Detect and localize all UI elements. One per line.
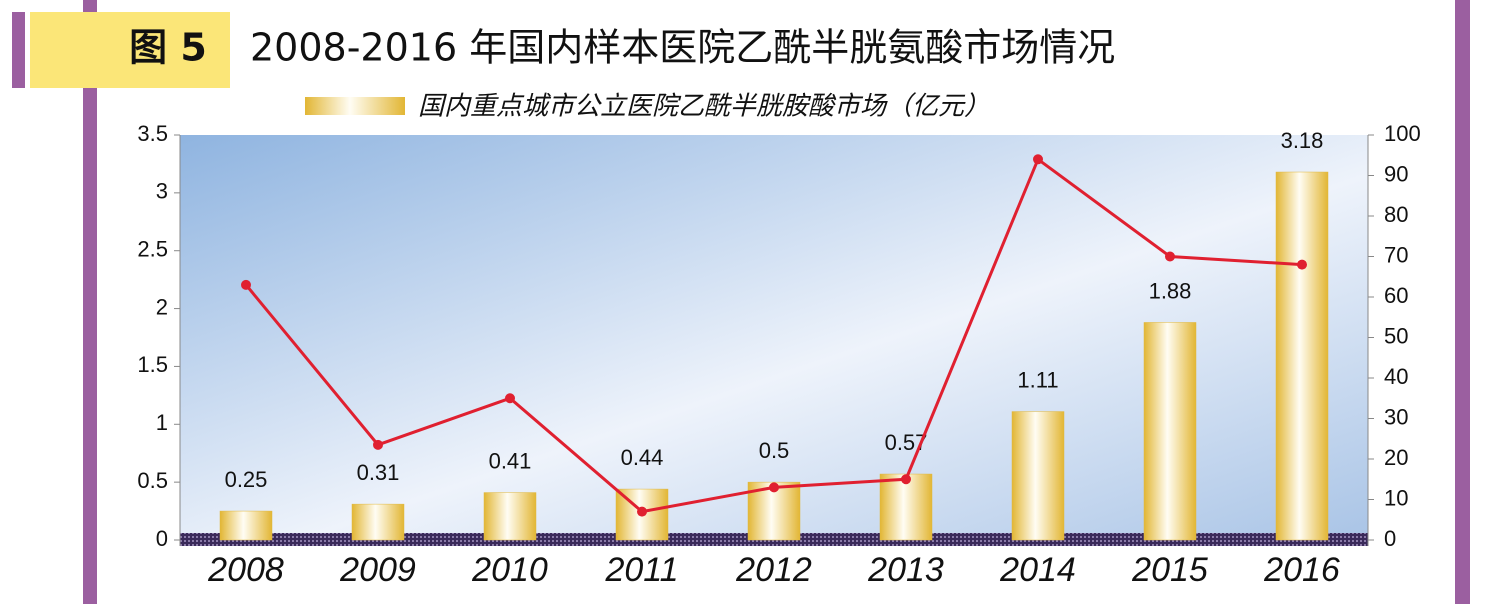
- x-tick-label: 2015: [1131, 551, 1208, 589]
- bar: [351, 503, 405, 541]
- tab: [12, 12, 25, 88]
- bar: [1011, 411, 1065, 541]
- y2-tick-label: 90: [1384, 161, 1408, 186]
- value-label: 1.88: [1149, 278, 1192, 303]
- y2-tick-label: 50: [1384, 323, 1408, 348]
- bar: [1275, 171, 1329, 541]
- x-tick-label: 2008: [207, 551, 284, 589]
- y2-tick-label: 30: [1384, 404, 1408, 429]
- x-tick-label: 2009: [339, 551, 416, 589]
- y2-tick-label: 60: [1384, 283, 1408, 308]
- x-tick-label: 2014: [999, 551, 1076, 589]
- y2-tick-label: 10: [1384, 485, 1408, 510]
- y-tick-label: 0.5: [137, 468, 168, 493]
- value-label: 0.44: [621, 445, 664, 470]
- y2-tick-label: 20: [1384, 445, 1408, 470]
- x-tick-label: 2010: [471, 551, 548, 589]
- bar: [483, 492, 537, 541]
- line-point: [505, 393, 515, 404]
- legend-label: 国内重点城市公立医院乙酰半胱胺酸市场（亿元）: [418, 92, 990, 122]
- value-label: 1.11: [1017, 367, 1058, 392]
- legend-swatch: [305, 97, 405, 115]
- value-label: 0.41: [489, 448, 532, 473]
- chart-title: 2008-2016 年国内样本医院乙酰半胱氨酸市场情况: [250, 26, 1115, 70]
- y2-tick-label: 80: [1384, 202, 1408, 227]
- line-point: [769, 482, 779, 493]
- bar: [219, 510, 273, 541]
- line-point: [373, 439, 383, 450]
- y-tick-label: 2.5: [137, 237, 168, 262]
- side-bar: [1455, 0, 1470, 604]
- y2-tick-label: 40: [1384, 364, 1408, 389]
- label-box: [30, 12, 230, 88]
- x-tick-label: 2011: [604, 551, 678, 589]
- y2-tick-label: 100: [1384, 121, 1421, 146]
- y-tick-label: 3.5: [137, 121, 168, 146]
- x-tick-label: 2016: [1263, 551, 1340, 589]
- y-tick-label: 1: [156, 410, 168, 435]
- x-tick-label: 2013: [867, 551, 944, 589]
- value-label: 0.5: [759, 438, 790, 463]
- value-label: 0.25: [225, 467, 268, 492]
- side-bar: [83, 0, 97, 604]
- line-point: [901, 474, 911, 485]
- line-point: [637, 506, 647, 517]
- y-tick-label: 3: [156, 179, 168, 204]
- y-tick-label: 1.5: [137, 352, 168, 377]
- y-tick-label: 0: [156, 526, 168, 551]
- line-point: [1297, 259, 1307, 270]
- value-label: 0.31: [357, 460, 400, 485]
- y-tick-label: 2: [156, 294, 168, 319]
- line-point: [241, 279, 251, 290]
- y2-tick-label: 70: [1384, 242, 1408, 267]
- bar: [1143, 322, 1197, 541]
- line-point: [1165, 251, 1175, 262]
- x-tick-label: 2012: [735, 551, 812, 589]
- y2-tick-label: 0: [1384, 526, 1396, 551]
- value-label: 3.18: [1281, 128, 1324, 153]
- bar: [879, 473, 933, 541]
- figure-label: 图 5: [129, 26, 207, 70]
- line-point: [1033, 154, 1043, 165]
